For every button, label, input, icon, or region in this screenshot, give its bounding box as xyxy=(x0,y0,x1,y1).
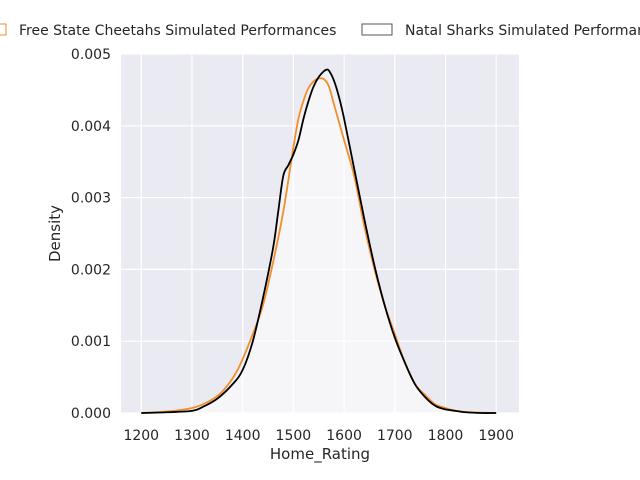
density-fill-series-0 xyxy=(141,78,497,414)
legend-label-natal-sharks: Natal Sharks Simulated Performances xyxy=(405,23,640,39)
grid-lines xyxy=(121,53,519,414)
y-tick-label: 0.005 xyxy=(71,47,111,63)
density-line-series-0 xyxy=(141,77,497,414)
x-axis-label: Home_Rating xyxy=(270,445,370,464)
y-tick-label: 0.002 xyxy=(71,262,111,278)
x-tick-label: 1200 xyxy=(123,428,159,444)
plot-background xyxy=(121,54,519,413)
x-tick-label: 1800 xyxy=(428,428,464,444)
legend-swatch-natal-sharks xyxy=(361,23,393,36)
y-tick-label: 0.003 xyxy=(71,191,111,207)
x-tick-label: 1900 xyxy=(478,428,514,444)
density-fill-series-1 xyxy=(141,69,497,414)
x-tick-label: 1500 xyxy=(276,428,312,444)
tick-labels: 1200 1300 1400 1500 1600 1700 1800 1900 0.000 0.0… xyxy=(71,47,514,444)
x-tick-label: 1600 xyxy=(326,428,362,444)
y-tick-label: 0.004 xyxy=(71,119,111,135)
y-axis-label: Density xyxy=(46,205,64,262)
y-tick-label: 0.000 xyxy=(71,406,111,422)
legend-swatch-free-state xyxy=(0,23,7,36)
x-tick-label: 1700 xyxy=(377,428,413,444)
density-lines xyxy=(141,68,497,414)
legend: Free State Cheetahs Simulated Performanc… xyxy=(0,23,640,39)
x-tick-label: 1400 xyxy=(225,428,261,444)
density-line-series-1 xyxy=(141,68,497,414)
x-tick-label: 1300 xyxy=(174,428,210,444)
legend-label-free-state: Free State Cheetahs Simulated Performanc… xyxy=(19,23,336,39)
y-tick-label: 0.001 xyxy=(71,334,111,350)
density-fills xyxy=(141,69,497,414)
